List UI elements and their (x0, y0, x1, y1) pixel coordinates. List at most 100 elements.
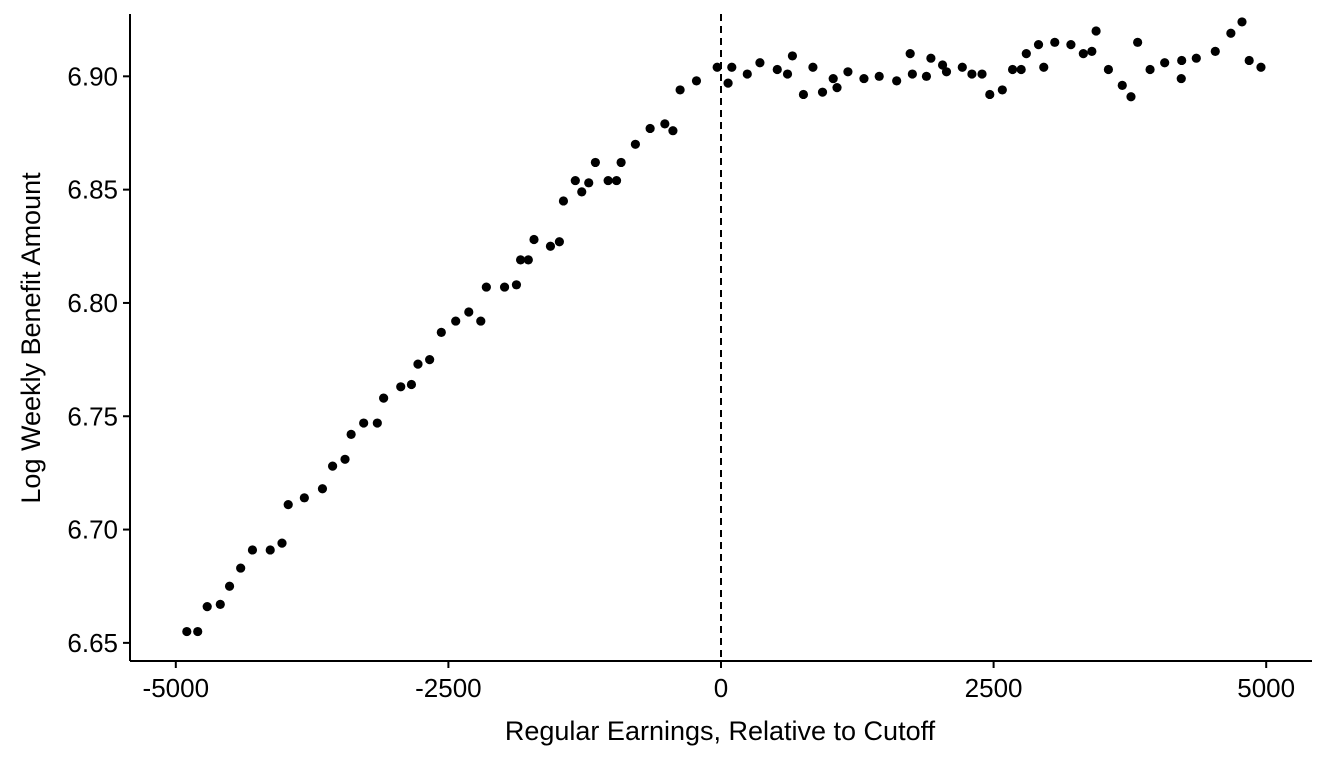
data-point (616, 157, 626, 168)
data-point (675, 85, 685, 95)
data-point (523, 255, 533, 265)
x-tick-label: -5000 (143, 673, 210, 703)
data-point (660, 119, 670, 129)
data-point (941, 67, 952, 77)
data-point (379, 393, 389, 403)
data-point (1091, 26, 1101, 36)
data-point (451, 316, 461, 326)
data-point (645, 123, 655, 134)
data-point (425, 354, 435, 365)
data-point (859, 73, 869, 84)
data-point (921, 71, 932, 81)
data-point (1021, 49, 1031, 59)
x-tick-label: 5000 (1237, 673, 1295, 703)
data-point (1103, 64, 1114, 75)
data-point (359, 418, 369, 428)
data-point (967, 69, 977, 79)
data-point (892, 76, 902, 86)
data-point (277, 538, 287, 548)
data-point (1050, 37, 1060, 47)
data-point (396, 382, 406, 392)
data-point (937, 60, 948, 70)
data-point (723, 78, 733, 88)
data-point (481, 282, 491, 292)
data-point (529, 234, 539, 245)
data-point (1016, 64, 1026, 75)
data-point (997, 85, 1007, 95)
data-point (957, 62, 967, 72)
data-point (511, 280, 522, 290)
data-point (554, 237, 565, 247)
data-point (630, 139, 641, 149)
data-point (247, 545, 258, 555)
y-tick-label: 6.70 (67, 515, 118, 545)
x-tick-label: 2500 (965, 673, 1023, 703)
data-point (182, 626, 192, 637)
data-point (1039, 62, 1049, 72)
data-point (832, 83, 842, 93)
data-point (265, 545, 275, 555)
data-points (182, 17, 1266, 637)
data-point (283, 500, 293, 510)
data-point (236, 563, 246, 573)
data-point (1117, 80, 1127, 90)
data-point (1066, 39, 1076, 50)
data-point (327, 461, 338, 471)
data-point (1087, 46, 1097, 56)
y-tick-label: 6.85 (67, 175, 118, 205)
y-tick-label: 6.75 (67, 401, 118, 431)
data-point (436, 327, 446, 338)
data-point (782, 69, 793, 79)
data-point (1078, 49, 1088, 59)
data-point (1007, 64, 1018, 75)
data-point (1033, 39, 1044, 50)
data-point (202, 602, 212, 612)
data-point (340, 454, 350, 464)
data-point (476, 316, 486, 326)
data-point (577, 187, 587, 197)
data-point (558, 196, 569, 206)
data-point (413, 359, 423, 369)
data-point (406, 379, 417, 390)
x-axis-title: Regular Earnings, Relative to Cutoff (505, 716, 936, 746)
data-point (1237, 17, 1247, 27)
data-point (464, 307, 474, 317)
data-point (515, 255, 526, 265)
y-tick-label: 6.65 (67, 628, 118, 658)
x-tick-label: -2500 (415, 673, 482, 703)
y-tick-label: 6.90 (67, 61, 118, 91)
data-point (1226, 28, 1236, 38)
data-point (874, 71, 884, 81)
data-point (926, 53, 936, 63)
data-point (224, 581, 235, 591)
x-tick-label: 0 (714, 673, 728, 703)
data-point (299, 493, 309, 503)
data-point (584, 178, 594, 188)
data-point (1256, 62, 1266, 72)
data-point (907, 69, 917, 79)
data-point (611, 175, 622, 186)
data-point (691, 76, 702, 86)
data-point (712, 62, 722, 72)
data-point (905, 49, 915, 59)
data-point (1126, 92, 1136, 102)
data-point (1176, 73, 1186, 84)
data-point (828, 73, 838, 84)
data-point (787, 51, 798, 61)
data-point (545, 241, 556, 251)
data-point (1177, 55, 1187, 66)
data-point (808, 62, 818, 72)
data-point (985, 89, 995, 100)
data-point (817, 87, 828, 97)
data-point (1145, 64, 1155, 75)
data-point (977, 69, 987, 79)
data-point (742, 69, 752, 79)
data-point (499, 282, 510, 292)
data-point (668, 126, 678, 136)
data-point (193, 626, 203, 637)
data-point (772, 64, 782, 75)
data-point (1133, 37, 1143, 47)
y-tick-label: 6.80 (67, 288, 118, 318)
